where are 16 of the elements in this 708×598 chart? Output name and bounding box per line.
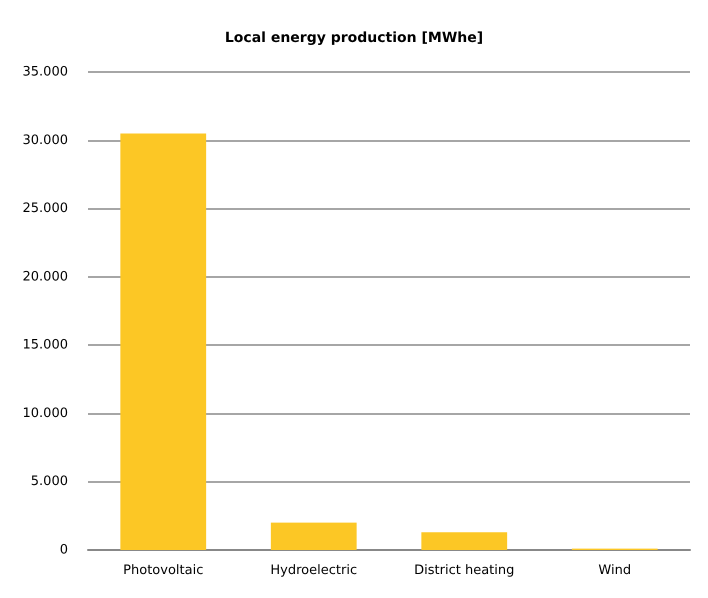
y-tick-label: 35.000 xyxy=(22,64,68,80)
y-tick-label: 20.000 xyxy=(22,269,68,284)
x-tick-label: Photovoltaic xyxy=(123,563,204,578)
x-tick-label: Wind xyxy=(598,563,632,578)
y-tick-label: 15.000 xyxy=(22,338,68,353)
y-tick-label: 30.000 xyxy=(22,132,68,148)
chart-title: Local energy production [MWhe] xyxy=(224,30,484,46)
y-tick-label: 0 xyxy=(60,542,68,558)
x-tick-label: Hydroelectric xyxy=(270,563,358,578)
y-tick-label: 5.000 xyxy=(30,474,68,490)
y-tick-label: 10.000 xyxy=(22,406,68,421)
bar xyxy=(270,522,357,550)
y-tick-label: 25.000 xyxy=(22,201,68,216)
x-tick-label: District heating xyxy=(414,563,514,578)
bar xyxy=(421,532,508,550)
bar xyxy=(120,133,206,550)
